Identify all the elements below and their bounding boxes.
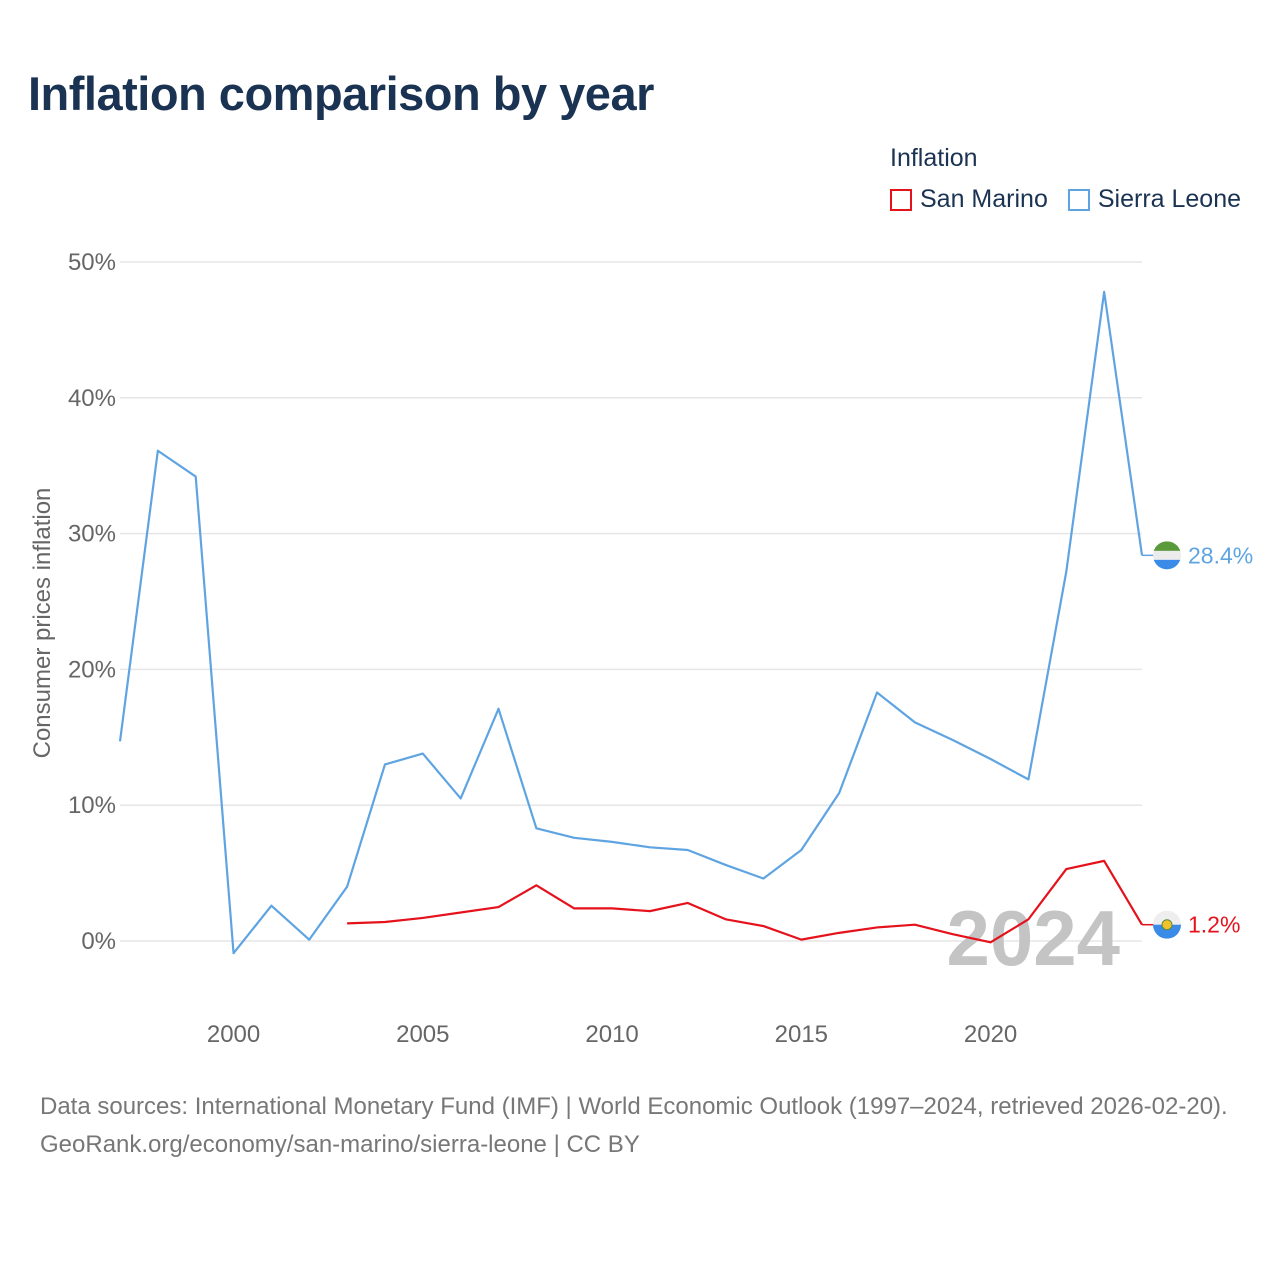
legend-swatch-san-marino: [890, 188, 912, 211]
flag-icon-san-marino: [1153, 910, 1181, 939]
legend-swatch-sierra-leone: [1067, 188, 1090, 211]
end-label-san-marino: 1.2%: [1188, 912, 1240, 938]
x-axis-ticks: 2000 2005 2010 2015 2020: [207, 1021, 1017, 1048]
data-sources: Data sources: International Monetary Fun…: [40, 1093, 1228, 1120]
chart-title: Inflation comparison by year: [28, 67, 654, 120]
legend-title: Inflation: [890, 144, 978, 172]
end-label-sierra-leone: 28.4%: [1188, 542, 1253, 568]
flag-icon-sierra-leone: [1153, 541, 1181, 570]
y-tick-label: 30%: [68, 521, 116, 548]
legend-label-san-marino: San Marino: [920, 185, 1048, 213]
y-axis-ticks: 0% 10% 20% 30% 40% 50%: [68, 249, 116, 955]
y-tick-label: 20%: [68, 656, 116, 683]
series-line-san-marino[interactable]: [347, 859, 1143, 944]
y-tick-label: 0%: [81, 928, 116, 955]
series-lines: [118, 290, 1144, 955]
x-tick-label: 2000: [207, 1021, 260, 1048]
line-chart: 2024 0%10%20%30%40%50% 2000 2005 2010 2015 2…: [29, 249, 1253, 1048]
x-tick-label: 2020: [964, 1021, 1017, 1048]
legend-item-san-marino[interactable]: San Marino: [890, 185, 1048, 214]
series-line-sierra-leone[interactable]: [118, 290, 1144, 955]
y-tick-label: 50%: [68, 249, 116, 276]
y-tick-label: 10%: [68, 792, 116, 819]
x-tick-label: 2015: [775, 1021, 828, 1048]
footer: Data sources: International Monetary Fun…: [40, 1088, 1250, 1164]
legend: San Marino Sierra Leone: [890, 185, 1241, 214]
legend-item-sierra-leone[interactable]: Sierra Leone: [1067, 185, 1242, 214]
x-tick-label: 2010: [585, 1021, 638, 1048]
legend-label-sierra-leone: Sierra Leone: [1097, 185, 1242, 213]
x-tick-label: 2005: [396, 1021, 449, 1048]
credit-link[interactable]: GeoRank.org/economy/san-marino/sierra-le…: [40, 1131, 640, 1158]
series-end-markers: 28.4% 1.2%: [1142, 541, 1253, 939]
y-tick-label: 40%: [68, 385, 116, 412]
gridlines: [120, 261, 1142, 942]
y-axis-label: Consumer prices inflation: [29, 488, 56, 759]
